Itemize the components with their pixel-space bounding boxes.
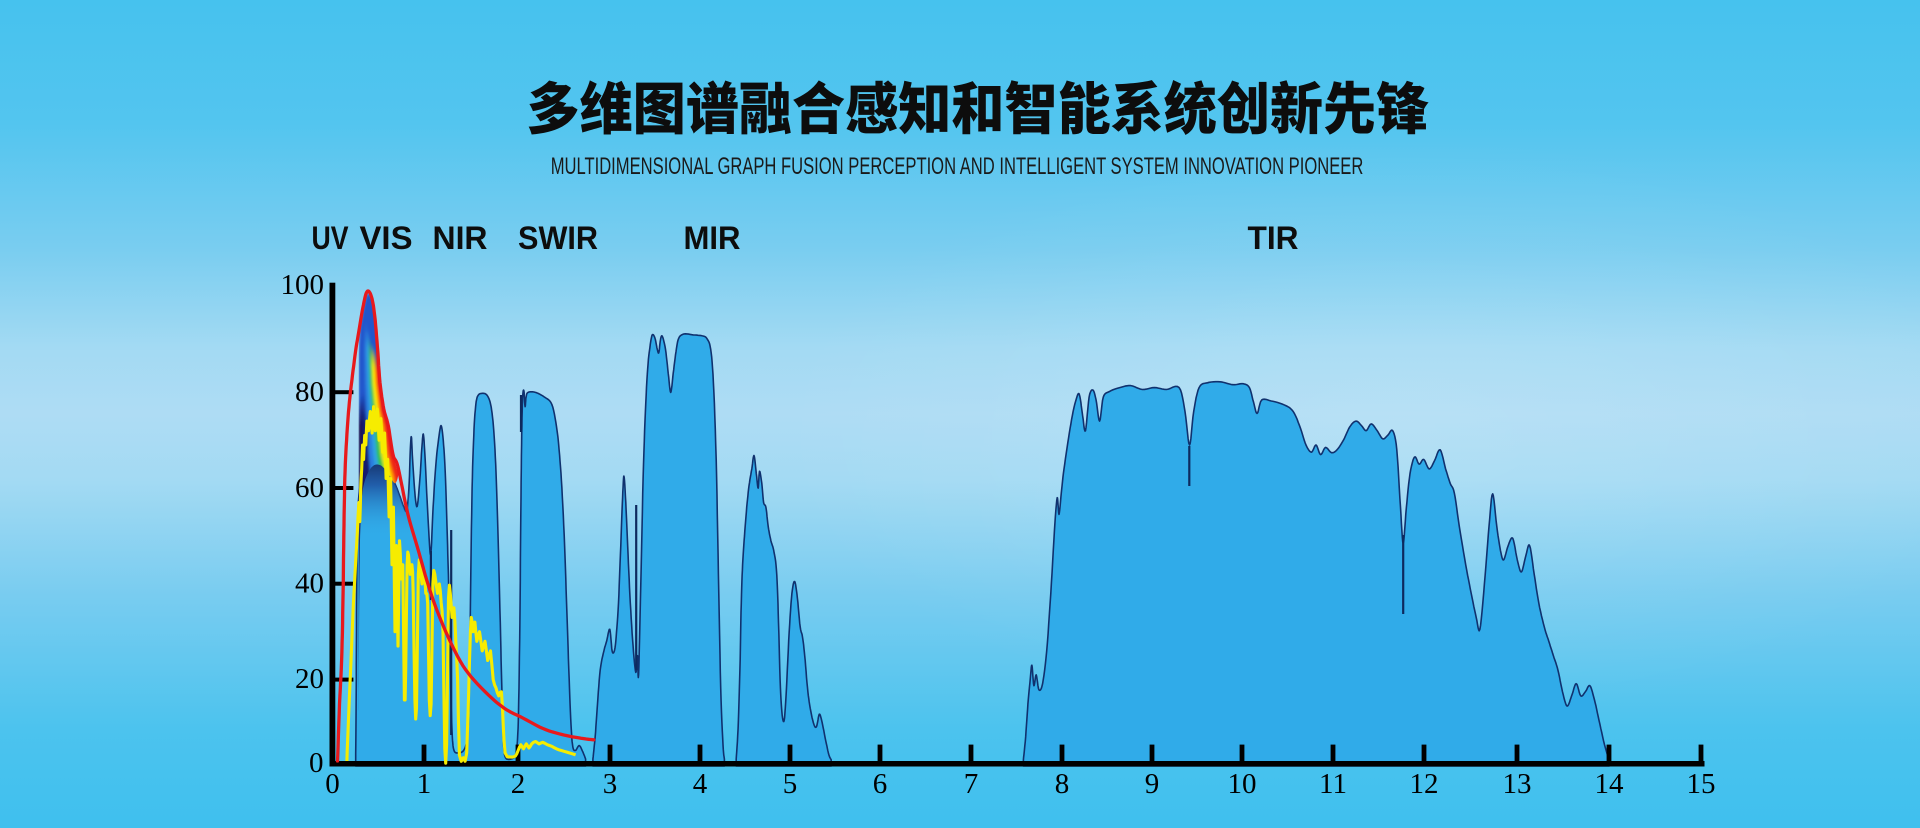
svg-text:VIS: VIS bbox=[360, 220, 413, 256]
svg-text:4: 4 bbox=[693, 768, 708, 800]
svg-text:5: 5 bbox=[783, 768, 798, 800]
svg-text:NIR: NIR bbox=[433, 220, 488, 256]
svg-text:2: 2 bbox=[511, 768, 526, 800]
svg-text:8: 8 bbox=[1055, 768, 1070, 800]
svg-text:TIR: TIR bbox=[1248, 220, 1299, 256]
svg-text:80: 80 bbox=[295, 376, 324, 408]
svg-text:UV: UV bbox=[312, 220, 350, 256]
svg-text:20: 20 bbox=[295, 663, 324, 695]
svg-text:MIR: MIR bbox=[684, 220, 741, 256]
svg-text:3: 3 bbox=[603, 768, 618, 800]
svg-text:100: 100 bbox=[281, 269, 325, 301]
svg-text:12: 12 bbox=[1410, 768, 1439, 800]
svg-text:11: 11 bbox=[1319, 768, 1347, 800]
svg-text:9: 9 bbox=[1145, 768, 1160, 800]
svg-text:7: 7 bbox=[964, 768, 979, 800]
svg-text:1: 1 bbox=[417, 768, 432, 800]
svg-text:10: 10 bbox=[1228, 768, 1257, 800]
svg-text:15: 15 bbox=[1687, 768, 1716, 800]
svg-text:0: 0 bbox=[325, 768, 340, 800]
svg-text:60: 60 bbox=[295, 472, 324, 504]
svg-text:40: 40 bbox=[295, 568, 324, 600]
svg-text:6: 6 bbox=[873, 768, 888, 800]
svg-text:13: 13 bbox=[1503, 768, 1532, 800]
svg-text:SWIR: SWIR bbox=[518, 220, 598, 256]
svg-text:14: 14 bbox=[1595, 768, 1625, 800]
svg-text:0: 0 bbox=[309, 747, 324, 779]
